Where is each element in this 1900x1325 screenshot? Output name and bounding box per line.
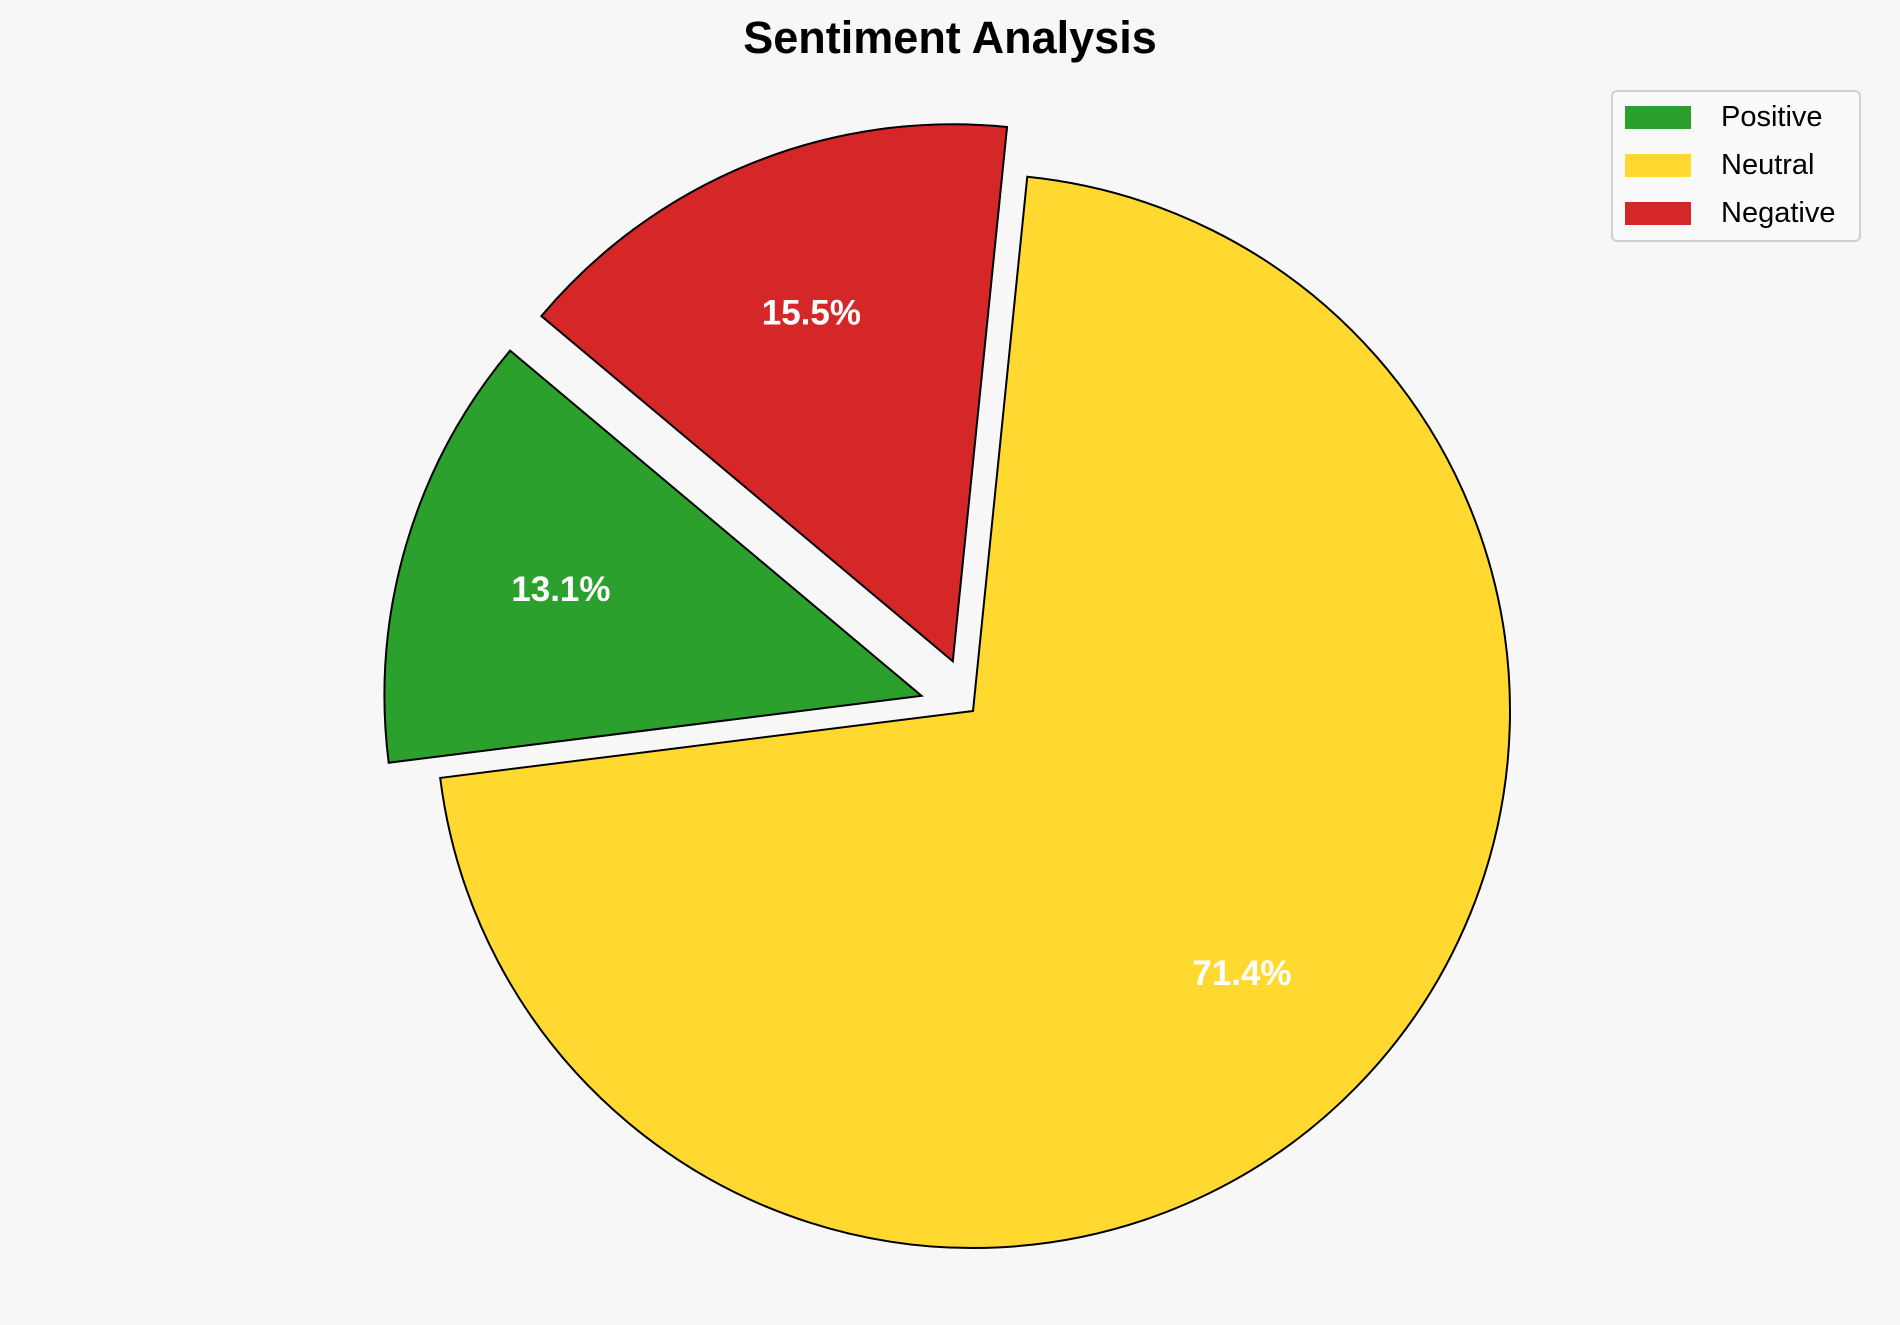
- pie-slice-negative: [540, 123, 1009, 664]
- legend-label: Neutral: [1721, 148, 1815, 181]
- pct-label-neutral: 71.4%: [1192, 954, 1291, 993]
- legend-item-neutral: Neutral: [1625, 148, 1815, 181]
- legend-item-negative: Negative: [1625, 196, 1836, 229]
- legend-swatch-neutral: [1625, 153, 1691, 177]
- chart-title: Sentiment Analysis: [743, 12, 1157, 63]
- legend-swatch-positive: [1625, 105, 1691, 129]
- legend-swatch-negative: [1625, 201, 1691, 225]
- pct-label-negative: 15.5%: [762, 293, 861, 332]
- pie-slice-positive: [383, 349, 924, 764]
- legend-label: Positive: [1721, 100, 1823, 133]
- legend-item-positive: Positive: [1625, 100, 1823, 133]
- pie-slice-neutral: [439, 175, 1511, 1249]
- pct-label-positive: 13.1%: [511, 570, 610, 609]
- legend: Positive Neutral Negative: [1611, 90, 1861, 242]
- legend-label: Negative: [1721, 196, 1836, 229]
